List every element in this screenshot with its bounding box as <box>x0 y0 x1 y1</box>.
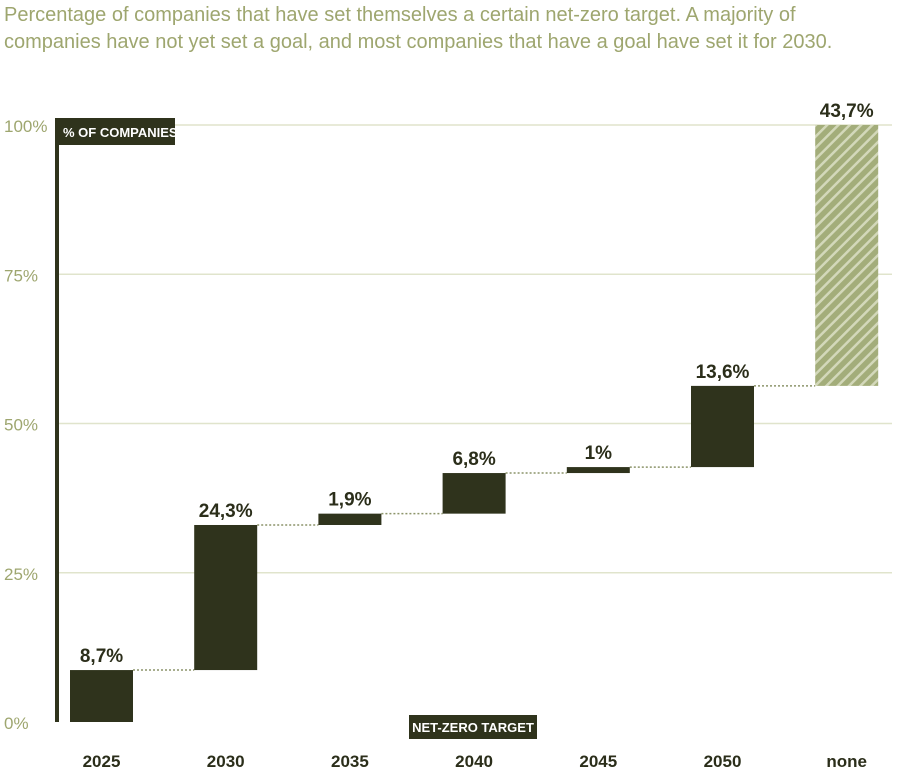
data-label-none: 43,7% <box>820 101 874 122</box>
y-tick-label: 25% <box>4 565 38 584</box>
bar-2025 <box>70 670 133 722</box>
x-tick-label-2030: 2030 <box>207 752 245 771</box>
x-tick-label-2035: 2035 <box>331 752 369 771</box>
data-label-2040: 6,8% <box>452 449 495 470</box>
data-label-2050: 13,6% <box>696 362 750 383</box>
y-axis-tag-bg <box>57 118 175 145</box>
bar-2030 <box>194 524 258 671</box>
x-tick-label-2045: 2045 <box>579 752 617 771</box>
x-axis-tag-bg <box>409 715 537 739</box>
x-tick-label-2040: 2040 <box>455 752 493 771</box>
bar-2035 <box>318 513 382 525</box>
y-tick-label: 100% <box>4 117 47 136</box>
data-label-2030: 24,3% <box>199 501 253 522</box>
bar-2045 <box>566 467 630 474</box>
bar-none <box>815 125 879 386</box>
x-tick-label-none: none <box>826 752 867 771</box>
data-label-2035: 1,9% <box>328 490 371 511</box>
y-tick-label: 0% <box>4 714 29 733</box>
data-label-2025: 8,7% <box>80 646 123 667</box>
y-axis-label: % OF COMPANIES <box>63 125 178 140</box>
bar-2040 <box>442 473 506 514</box>
y-tick-label: 50% <box>4 416 38 435</box>
x-tick-label-2050: 2050 <box>704 752 742 771</box>
x-axis-label: NET-ZERO TARGET <box>412 720 534 735</box>
y-tick-label: 75% <box>4 266 38 285</box>
data-label-2045: 1% <box>585 443 613 464</box>
chart-title: Percentage of companies that have set th… <box>4 4 833 53</box>
bar-2050 <box>691 385 754 468</box>
x-tick-label-2025: 2025 <box>83 752 121 771</box>
